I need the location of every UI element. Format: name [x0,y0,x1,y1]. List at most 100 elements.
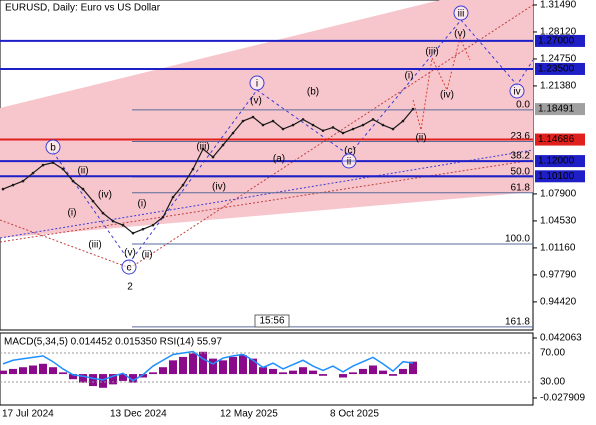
macd-bar [289,370,297,375]
price-point [291,123,295,127]
rsi-tick-label: 70.00 [540,348,565,359]
trend-line [0,159,534,243]
wave-circle [453,5,469,21]
price-point [81,187,85,191]
macd-bar [269,368,277,375]
price-point [221,143,225,147]
macd-bar [49,367,57,375]
price-point [401,119,405,123]
price-point [321,129,325,132]
price-point [11,183,15,187]
price-point [341,131,345,135]
price-point [211,155,215,159]
price-point [281,127,285,131]
price-point [251,115,255,119]
price-point [361,123,365,127]
macd-bar [389,374,397,376]
macd-bar [309,370,317,375]
macd-bar [249,358,257,375]
macd-bar [79,374,87,383]
y-tick-label: 1.31490 [540,0,577,11]
wave-label: (ii) [77,166,88,177]
rsi-tick-label: 30.00 [540,377,565,388]
wave-label: (iii) [425,47,438,58]
y-tick-label: 1.01160 [540,243,576,254]
macd-bar [339,374,347,378]
fib-label: 38.2 [511,151,531,162]
macd-bar [409,361,417,375]
macd-bar [399,368,407,375]
macd-bar [369,365,377,375]
level-box [535,170,585,183]
price-point [91,199,95,203]
macd-bar [109,374,117,385]
macd-bar [149,372,157,375]
y-tick-label: 0.97790 [540,270,577,281]
macd-bar [379,370,387,375]
level-box [535,62,585,75]
macd-bar [9,368,17,375]
price-point [381,123,385,127]
wave-label: ii [347,157,351,168]
y-tick-label: 1.24750 [540,54,577,65]
time-box [254,314,290,328]
fib-label: 0.0 [516,99,530,110]
level-label: 1.27000 [538,36,575,47]
macd-bar [239,355,247,375]
wave-label: (iv) [440,90,454,101]
y-tick-label: 1.04530 [540,216,577,227]
wave-label: (ii) [415,133,426,144]
price-point [191,167,195,171]
price-point [271,119,275,123]
fib-label: 61.8 [511,182,531,193]
macd-bar [159,367,167,375]
price-line [2,108,414,234]
price-point [311,123,315,127]
macd-bar [119,374,127,381]
price-point [31,171,35,175]
price-point [241,119,245,123]
macd-bar [0,370,7,375]
indicator-label: MACD(5,34,5) 0.014452 0.015350 RSI(14) 5… [4,337,222,348]
y-tick-label: 1.28120 [540,27,577,38]
wave-label: (c) [344,146,356,157]
level-box [535,34,585,47]
macd-bar [229,356,237,375]
wave-label: (i) [138,199,147,210]
macd-bar [139,374,147,378]
price-point [111,219,115,223]
macd-bar [209,358,217,375]
channel [0,0,533,238]
price-point [161,215,165,219]
price-point [181,183,185,187]
wave-circle [45,139,61,155]
price-point [201,147,205,151]
price-point [21,179,25,183]
y2-tick-label: 0.042063 [540,333,582,344]
level-label: 1.23500 [538,64,575,75]
wave-circle [341,153,357,169]
price-point [121,223,125,227]
wave-label: (v) [124,248,136,259]
price-point [371,118,375,121]
price-point [71,179,75,183]
header: EURUSD, Daily: Euro vs US Dollar [5,3,161,14]
price-point [391,127,395,131]
price-point [101,211,105,215]
wave-circle [509,83,525,99]
wave-label: (iv) [98,190,112,201]
price-point [61,167,65,171]
price-point [261,123,265,127]
macd-bar [189,353,197,375]
wave-label: (i) [68,208,77,219]
wave-label: (v) [454,29,466,40]
macd-bar [69,374,77,380]
x-tick-label: 13 Dec 2024 [110,409,167,420]
level-label: 1.10100 [538,171,575,182]
price-point [51,161,55,164]
y-tick-label: 0.94420 [540,297,577,308]
macd-bar [39,363,47,375]
level-label: 1.12000 [538,156,575,167]
time-label: 15:56 [259,316,284,327]
